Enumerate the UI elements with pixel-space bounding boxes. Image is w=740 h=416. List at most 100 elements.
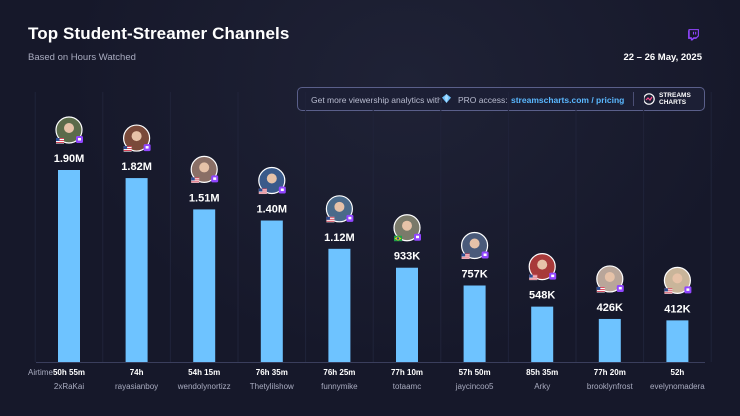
twitch-badge-glyph — [78, 138, 81, 141]
promo-divider — [633, 92, 634, 106]
category-label: 2xRaKai — [54, 382, 84, 391]
flag-stripe — [664, 290, 673, 292]
avatar-face — [199, 162, 210, 173]
flag-stripe — [191, 179, 200, 181]
airtime-value: 77h 10m — [391, 368, 423, 377]
category-label: jaycincoo5 — [455, 382, 494, 391]
airtime-value: 77h 20m — [594, 368, 626, 377]
flag-stripe — [461, 255, 470, 257]
page-title: Top Student-Streamer Channels — [28, 24, 290, 43]
value-label: 426K — [597, 302, 623, 314]
value-label: 1.82M — [121, 161, 152, 173]
twitch-badge-glyph — [483, 253, 487, 257]
promo-pro-text: PRO access: — [458, 95, 508, 105]
flag-stripe — [529, 274, 538, 276]
flag-stripe — [258, 192, 267, 194]
bar-Arky — [531, 306, 554, 362]
flag-canton — [529, 274, 533, 278]
avatar-face — [469, 238, 480, 249]
bar-evelynomadera — [666, 320, 689, 362]
twitch-badge-glyph — [551, 274, 555, 278]
flag-stripe — [191, 177, 200, 179]
category-label: Thetylilshow — [250, 382, 294, 391]
twitch-badge-glyph — [280, 188, 284, 192]
airtime-value: 76h 25m — [323, 368, 355, 377]
promo-banner[interactable]: Get more viewership analytics with PRO a… — [297, 87, 705, 111]
flag-stripe — [326, 216, 335, 218]
flag-canton — [258, 188, 263, 192]
category-label: funnymike — [321, 382, 358, 391]
value-label: 412K — [664, 303, 690, 315]
promo-text: Get more viewership analytics with — [311, 95, 442, 105]
airtime-value: 85h 35m — [526, 368, 558, 377]
category-label: wendolynortizz — [177, 382, 231, 391]
airtime-value: 50h 55m — [53, 368, 85, 377]
category-label: rayasianboy — [115, 382, 158, 391]
bar-Thetylilshow — [260, 220, 283, 362]
value-label: 933K — [394, 251, 420, 263]
flag-stripe — [326, 218, 335, 220]
flag-stripe — [596, 290, 605, 292]
bar-funnymike — [328, 248, 351, 362]
flag-stripe — [326, 220, 335, 222]
category-label: totaamc — [393, 382, 421, 391]
twitch-badge-glyph — [618, 286, 622, 290]
avatar-face — [266, 173, 277, 184]
flag-stripe — [664, 288, 673, 290]
flag-stripe — [664, 292, 673, 294]
twitch-badge-glyph — [348, 216, 352, 220]
flag-stripe — [56, 140, 64, 141]
streamscharts-brand: STREAMS CHARTS — [659, 92, 691, 106]
flag-stripe — [123, 148, 132, 149]
flag-stripe — [596, 288, 605, 290]
bar-totaamc — [396, 267, 418, 362]
flag-stripe — [461, 253, 470, 255]
value-label: 548K — [529, 290, 555, 302]
flag-canton — [596, 286, 601, 290]
diamond-icon — [442, 94, 451, 103]
airtime-value: 57h 50m — [459, 368, 491, 377]
value-label: 757K — [461, 269, 487, 281]
flag-stripe — [258, 190, 267, 192]
airtime-value: 76h 35m — [256, 368, 288, 377]
bar-rayasianboy — [125, 178, 148, 362]
twitch-icon — [688, 29, 699, 41]
flag-canton — [664, 288, 668, 292]
value-label: 1.90M — [54, 153, 85, 165]
airtime-value: 74h — [130, 368, 144, 377]
flag-canton — [191, 177, 195, 181]
flag-stripe — [596, 286, 605, 288]
pricing-link[interactable]: streamscharts.com / pricing — [511, 95, 625, 105]
twitch-badge-glyph — [686, 288, 690, 291]
twitch-badge-glyph — [145, 146, 149, 149]
bar-wendolynortizz — [193, 209, 216, 362]
avatar-face — [334, 201, 345, 212]
flag-globe — [396, 237, 400, 240]
flag-stripe — [529, 276, 538, 278]
flag-canton — [461, 253, 466, 257]
flag-stripe — [123, 150, 132, 151]
category-label: evelynomadera — [650, 382, 705, 391]
value-label: 1.12M — [324, 232, 355, 244]
airtime-label: Airtime — [28, 368, 53, 377]
value-label: 1.51M — [189, 192, 220, 204]
flag-stripe — [56, 138, 64, 139]
page-subtitle: Based on Hours Watched — [28, 52, 136, 63]
category-label: brooklynfrost — [587, 382, 634, 391]
avatar-face — [131, 131, 142, 142]
flag-stripe — [529, 278, 538, 280]
twitch-badge-glyph — [213, 177, 217, 180]
flag-canton — [56, 138, 60, 141]
avatar-face — [64, 123, 74, 133]
bar-2xRaKai — [58, 170, 80, 362]
bar-jaycincoo5 — [463, 285, 486, 362]
avatar-face — [604, 271, 615, 282]
airtime-value: 52h — [671, 368, 685, 377]
avatar-face — [537, 259, 548, 270]
flag-stripe — [123, 146, 132, 147]
date-range: 22 – 26 May, 2025 — [623, 52, 702, 63]
flag-canton — [326, 216, 330, 220]
airtime-value: 54h 15m — [188, 368, 220, 377]
category-label: Arky — [534, 382, 550, 391]
